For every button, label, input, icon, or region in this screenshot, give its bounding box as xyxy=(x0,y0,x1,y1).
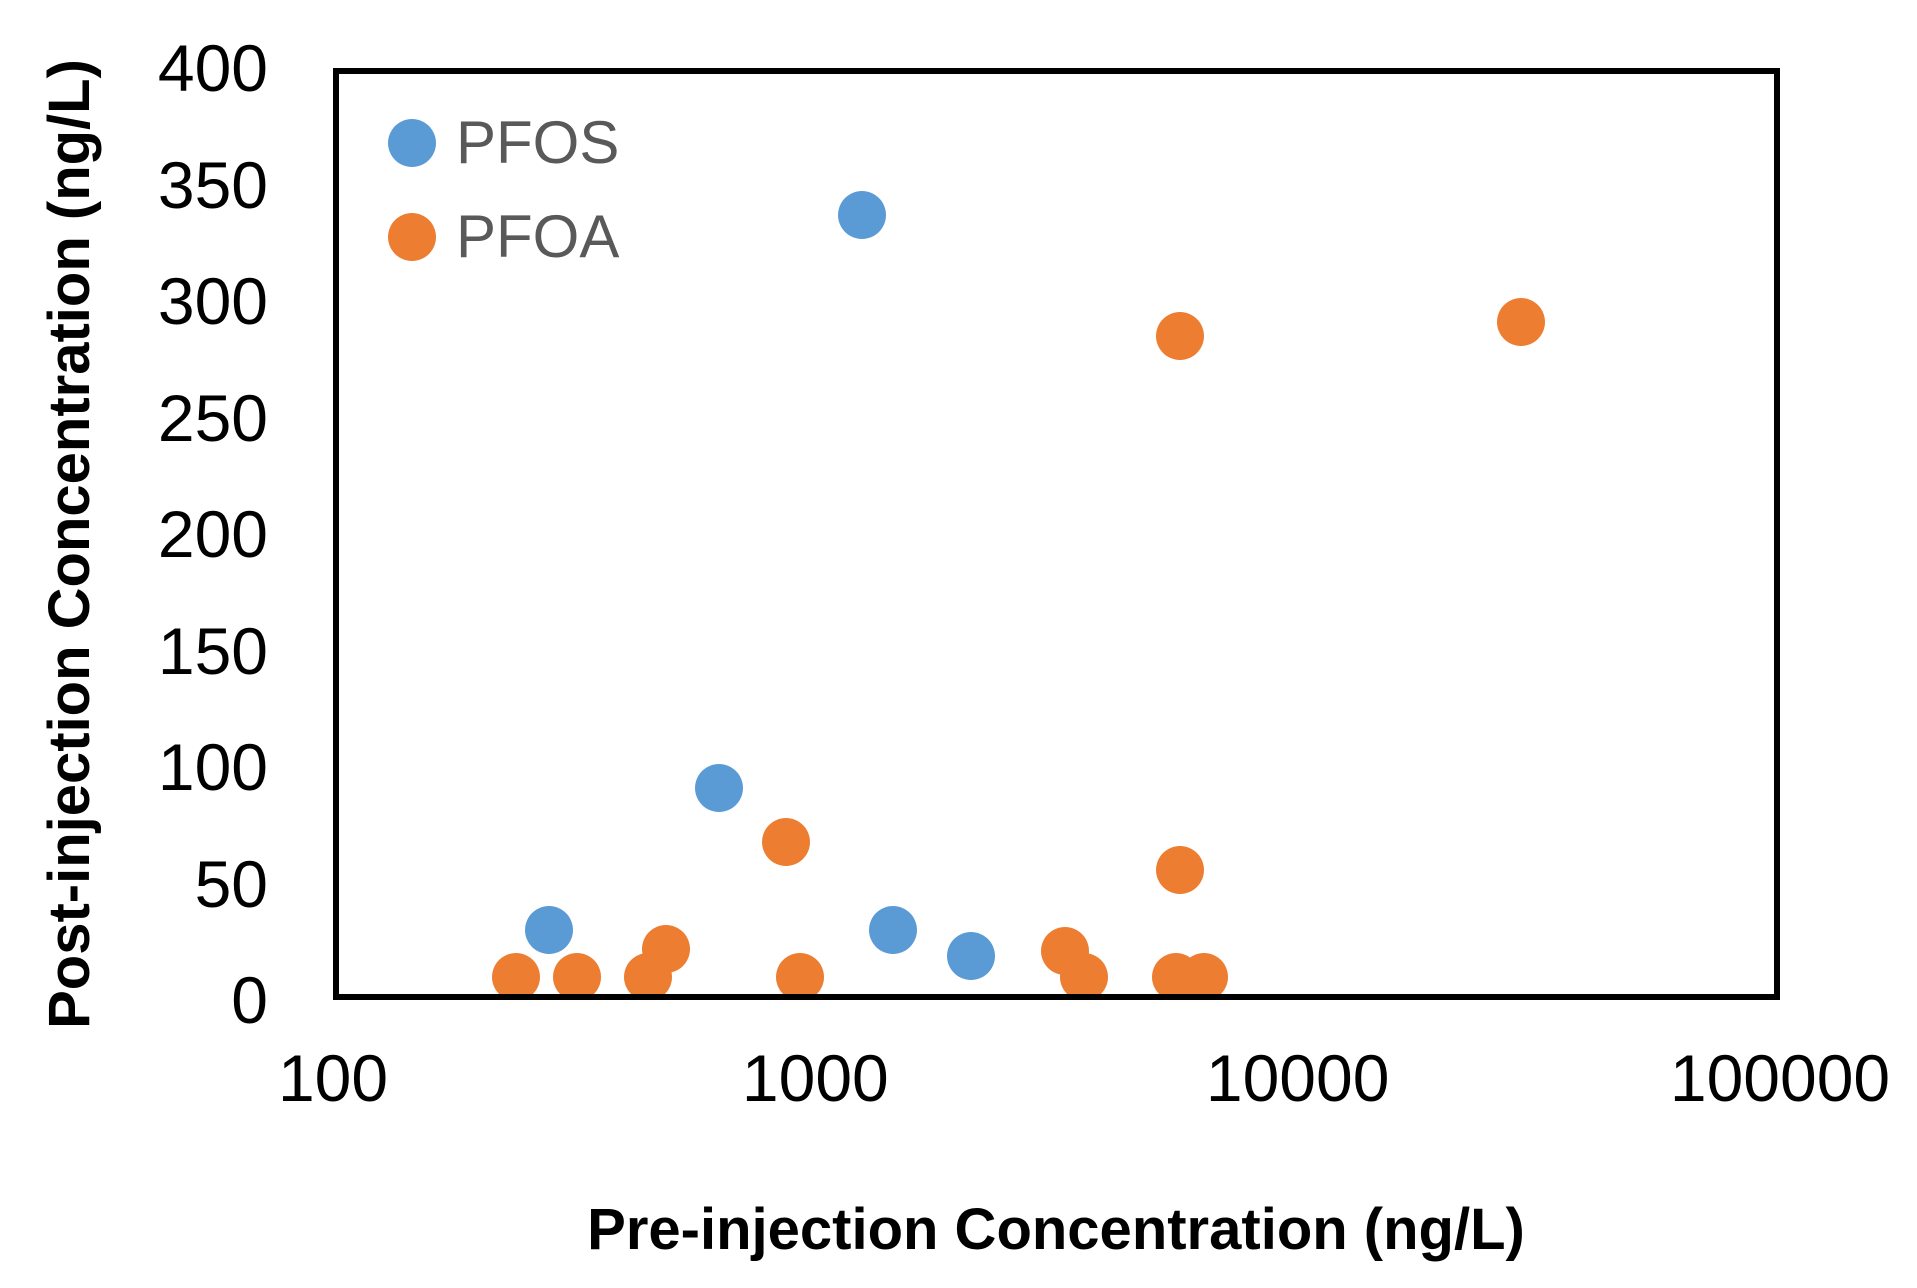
y-axis-tick-label: 300 xyxy=(157,264,268,338)
x-axis-tick-label: 1000 xyxy=(741,1041,889,1115)
data-point-pfos xyxy=(946,931,995,980)
x-axis-tick-label: 100 xyxy=(277,1041,389,1115)
legend-marker-icon xyxy=(388,119,436,167)
y-axis-tick-label: 250 xyxy=(157,380,268,455)
data-point-pfoa xyxy=(1496,297,1545,346)
data-point-pfos xyxy=(694,763,743,812)
legend-item-pfoa: PFOA xyxy=(388,202,619,272)
y-axis-tick-label: 400 xyxy=(157,31,268,105)
data-point-pfoa xyxy=(641,924,690,973)
data-point-pfoa xyxy=(492,952,541,994)
data-point-pfoa xyxy=(1059,952,1108,994)
data-point-pfoa xyxy=(552,952,601,994)
legend-item-pfos: PFOS xyxy=(388,108,619,178)
data-point-pfos xyxy=(869,906,918,955)
y-axis-tick-label: 350 xyxy=(157,147,268,222)
legend-label: PFOS xyxy=(456,109,620,176)
plot-area: PFOS PFOA xyxy=(333,68,1780,1000)
legend: PFOS PFOA xyxy=(388,108,619,296)
data-point-pfoa xyxy=(762,817,811,866)
x-axis-tick-label: 10000 xyxy=(1205,1041,1390,1115)
data-point-pfoa xyxy=(1180,952,1229,994)
y-axis-tick-label: 50 xyxy=(194,846,268,921)
data-point-pfoa xyxy=(1155,311,1204,360)
y-axis-tick-label: 150 xyxy=(157,613,268,688)
data-point-pfos xyxy=(838,190,887,239)
data-point-pfoa xyxy=(1155,845,1204,894)
x-axis-tick-label: 100000 xyxy=(1669,1041,1891,1115)
x-axis-title: Pre-injection Concentration (ng/L) xyxy=(587,1197,1525,1262)
y-axis-tick-label: 0 xyxy=(231,963,268,1037)
data-point-pfoa xyxy=(776,952,825,994)
legend-label: PFOA xyxy=(456,203,620,270)
y-axis-tick-label: 200 xyxy=(157,497,268,571)
legend-marker-icon xyxy=(388,213,436,261)
y-axis-tick-label: 100 xyxy=(157,730,268,804)
data-point-pfos xyxy=(524,906,573,955)
